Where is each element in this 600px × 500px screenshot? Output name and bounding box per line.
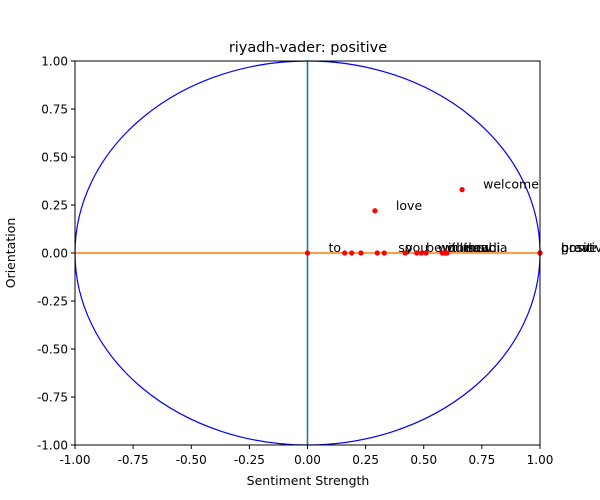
point-label-16: welcome (483, 177, 539, 192)
data-point-15 (444, 250, 450, 256)
x-tick-label-1: -0.75 (118, 453, 149, 467)
x-tick-label-8: 1.00 (527, 453, 554, 467)
point-label-19: great (561, 240, 594, 255)
y-tick-label-5: 0.25 (41, 199, 68, 213)
point-label-18: brave (561, 240, 597, 255)
x-tick-label-3: -0.25 (234, 453, 265, 467)
data-point-9 (418, 250, 425, 256)
data-point-2 (349, 250, 355, 256)
data-point-8 (414, 250, 420, 256)
y-tick-label-6: 0.50 (41, 151, 68, 165)
y-tick-label-2: -0.50 (37, 343, 68, 357)
point-label-5: so (398, 240, 412, 255)
x-tick-label-4: 0.00 (294, 453, 321, 467)
y-tick-label-8: 1.00 (41, 55, 68, 69)
data-point-4 (372, 208, 378, 214)
data-point-0 (304, 250, 311, 256)
data-point-3 (358, 250, 364, 256)
point-label-4: love (396, 198, 423, 213)
x-axis-title: Sentiment Strength (247, 473, 370, 488)
y-tick-label-3: -0.25 (37, 295, 68, 309)
data-point-16 (459, 187, 465, 193)
plot-content: tolovesoyoubewithwillourtheinnewsaudiara… (37, 55, 600, 468)
data-point-5 (374, 250, 380, 256)
x-tick-label-5: 0.25 (352, 453, 379, 467)
data-point-1 (342, 250, 348, 256)
y-axis-title: Orientation (3, 218, 18, 289)
chart-title: riyadh-vader: positive (229, 40, 387, 56)
point-label-10: our (447, 240, 469, 255)
data-point-7 (402, 250, 408, 256)
data-point-6 (381, 250, 387, 256)
point-label-14: saudi (467, 240, 501, 255)
y-tick-label-1: -0.75 (37, 391, 68, 405)
point-label-12: in (465, 240, 476, 255)
data-point-10 (423, 250, 429, 256)
point-label-13: new (466, 240, 492, 255)
y-tick-label-4: 0.00 (41, 247, 68, 261)
point-label-15: arabia (468, 240, 508, 255)
point-label-11: the (463, 240, 484, 255)
x-tick-label-7: 0.75 (469, 453, 496, 467)
point-label-0: to (329, 240, 342, 255)
point-label-7: be (426, 240, 442, 255)
x-tick-label-2: -0.50 (176, 453, 207, 467)
x-tick-label-6: 0.50 (410, 453, 437, 467)
x-tick-label-0: -1.00 (59, 453, 90, 467)
y-tick-label-7: 0.75 (41, 103, 68, 117)
point-label-17: positive (561, 240, 600, 255)
y-tick-label-0: -1.00 (37, 439, 68, 453)
